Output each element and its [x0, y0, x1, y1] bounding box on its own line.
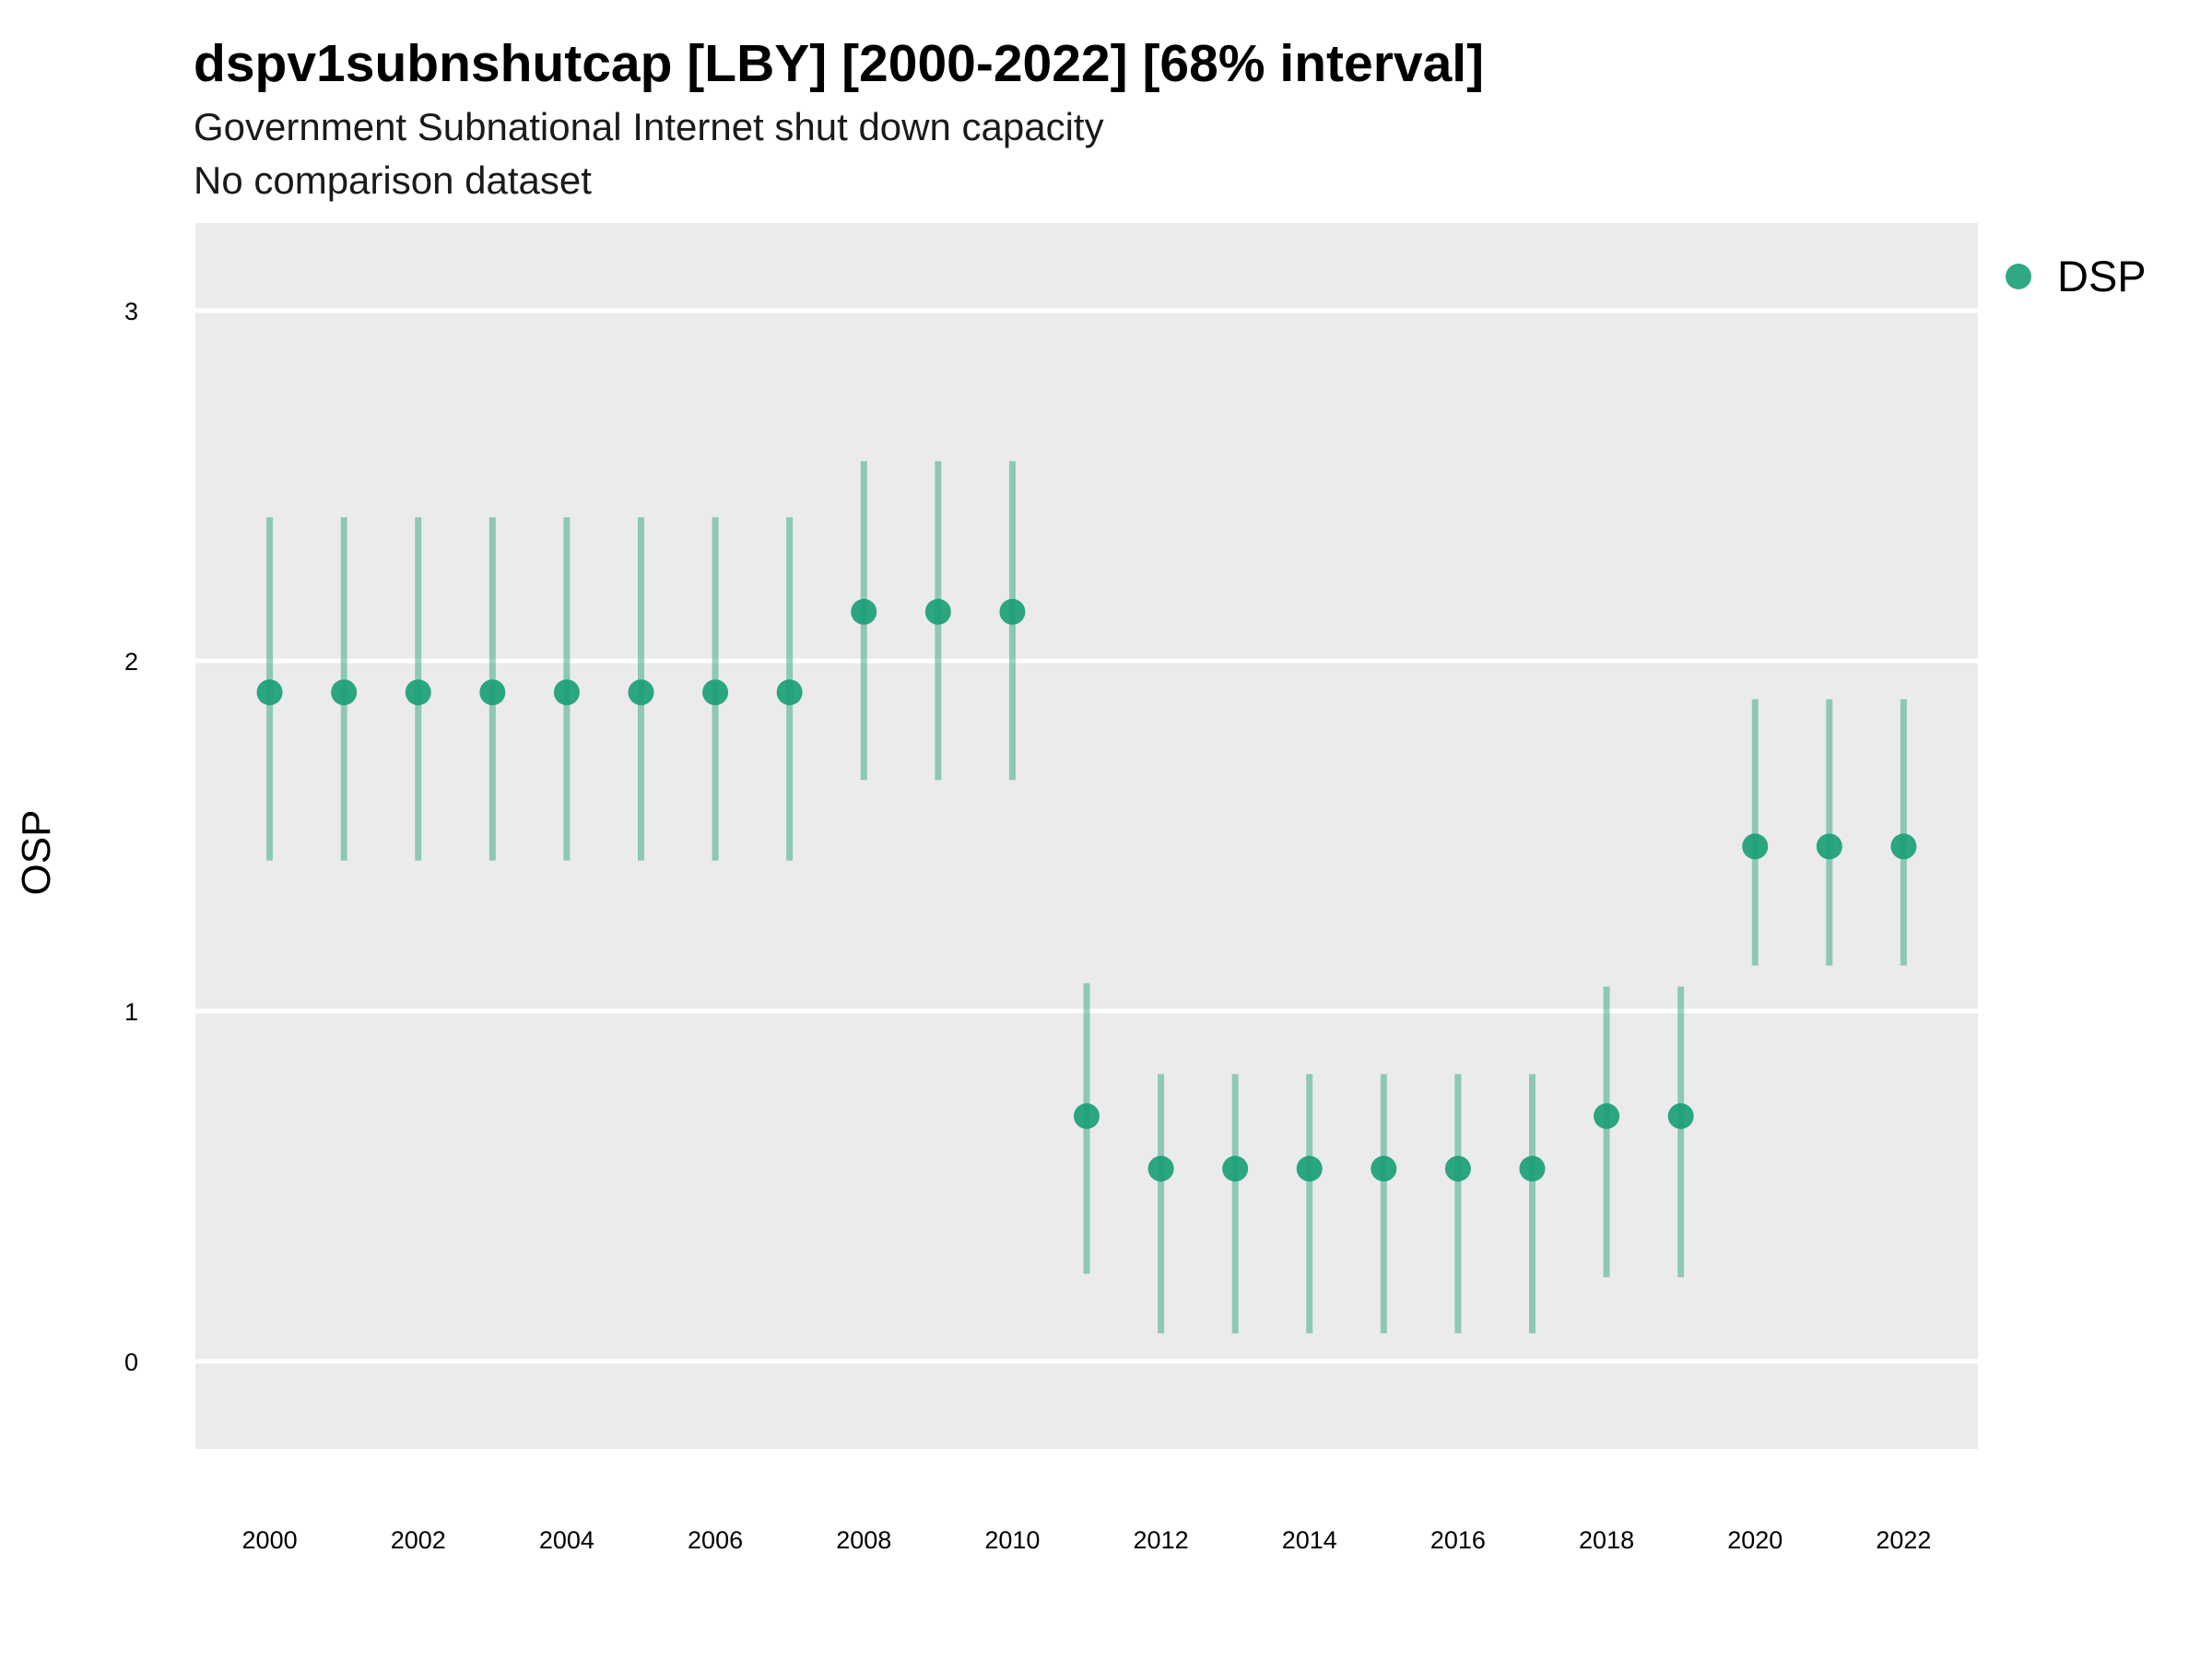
x-tick-label-2000: 2000	[242, 1526, 298, 1554]
data-point-2007	[776, 679, 803, 706]
x-tick-label-2002: 2002	[391, 1526, 446, 1554]
data-point-2011	[1074, 1103, 1100, 1129]
chart-subtitle: Government Subnational Internet shut dow…	[194, 105, 1104, 148]
x-tick-label-2006: 2006	[688, 1526, 743, 1554]
data-point-2020	[1742, 833, 1769, 860]
data-point-2014	[1296, 1156, 1323, 1182]
data-point-2008	[851, 598, 877, 625]
data-point-2021	[1816, 833, 1842, 860]
data-point-2022	[1890, 833, 1917, 860]
data-point-2001	[331, 679, 358, 706]
x-tick-label-2022: 2022	[1876, 1526, 1931, 1554]
y-tick-label-3: 3	[124, 298, 138, 325]
data-point-2013	[1222, 1156, 1249, 1182]
x-tick-label-2014: 2014	[1282, 1526, 1337, 1554]
legend-label-dsp: DSP	[2057, 252, 2147, 300]
legend-swatch-dsp	[2006, 263, 2031, 289]
data-point-2012	[1147, 1156, 1174, 1182]
data-point-2015	[1371, 1156, 1397, 1182]
data-point-2004	[553, 679, 580, 706]
data-point-2006	[702, 679, 729, 706]
x-tick-label-2016: 2016	[1430, 1526, 1486, 1554]
data-point-2018	[1594, 1103, 1620, 1129]
data-point-2002	[405, 679, 431, 706]
x-tick-label-2010: 2010	[984, 1526, 1040, 1554]
y-tick-label-1: 1	[124, 998, 138, 1026]
chart-title: dspv1subnshutcap [LBY] [2000-2022] [68% …	[194, 34, 1485, 93]
x-tick-label-2012: 2012	[1134, 1526, 1189, 1554]
data-point-2003	[479, 679, 506, 706]
x-tick-label-2018: 2018	[1579, 1526, 1634, 1554]
data-point-2009	[924, 598, 951, 625]
data-point-2000	[256, 679, 283, 706]
x-tick-label-2020: 2020	[1727, 1526, 1783, 1554]
legend: DSP	[2006, 251, 2147, 301]
chart-subtitle-comparison: No comparison dataset	[194, 159, 592, 202]
y-tick-label-2: 2	[124, 648, 138, 676]
data-point-2017	[1519, 1156, 1546, 1182]
data-point-2016	[1444, 1156, 1471, 1182]
data-point-2010	[999, 598, 1026, 625]
x-tick-label-2008: 2008	[836, 1526, 891, 1554]
y-tick-label-0: 0	[124, 1348, 138, 1376]
x-tick-label-2004: 2004	[539, 1526, 594, 1554]
data-point-2019	[1667, 1103, 1694, 1129]
plot-panel-background	[195, 223, 1978, 1449]
data-point-2005	[628, 679, 654, 706]
